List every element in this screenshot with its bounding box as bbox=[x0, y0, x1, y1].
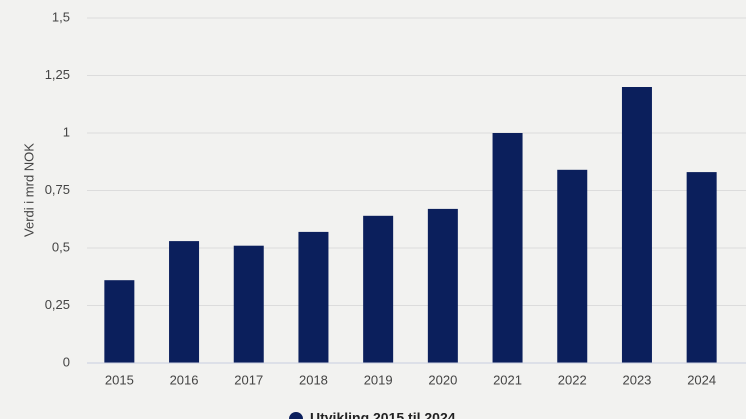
bar bbox=[104, 280, 135, 363]
y-tick-label: 0 bbox=[63, 354, 70, 369]
y-tick-label: 0,5 bbox=[52, 239, 70, 254]
x-tick-label: 2017 bbox=[234, 372, 263, 387]
bar bbox=[492, 133, 523, 363]
y-axis-label: Verdi i mrd NOK bbox=[21, 143, 36, 237]
x-tick-label: 2018 bbox=[299, 372, 328, 387]
x-tick-label: 2022 bbox=[558, 372, 587, 387]
bar bbox=[557, 169, 588, 363]
x-tick-label: 2021 bbox=[493, 372, 522, 387]
legend-label: Utvikling 2015 til 2024 bbox=[310, 410, 456, 419]
bar bbox=[427, 208, 458, 363]
x-tick-label: 2015 bbox=[105, 372, 134, 387]
bar bbox=[621, 87, 652, 363]
bar bbox=[298, 231, 329, 363]
bar bbox=[169, 241, 200, 363]
x-tick-label: 2016 bbox=[170, 372, 199, 387]
bar bbox=[363, 215, 394, 363]
y-tick-label: 0,75 bbox=[45, 182, 70, 197]
x-tick-label: 2023 bbox=[622, 372, 651, 387]
bar bbox=[686, 172, 717, 363]
y-tick-label: 0,25 bbox=[45, 297, 70, 312]
legend-marker bbox=[289, 412, 303, 419]
x-tick-label: 2024 bbox=[687, 372, 716, 387]
y-tick-label: 1 bbox=[63, 124, 70, 139]
bar bbox=[233, 245, 264, 363]
y-tick-label: 1,25 bbox=[45, 67, 70, 82]
y-tick-label: 1,5 bbox=[52, 9, 70, 24]
x-tick-label: 2019 bbox=[364, 372, 393, 387]
x-tick-label: 2020 bbox=[428, 372, 457, 387]
